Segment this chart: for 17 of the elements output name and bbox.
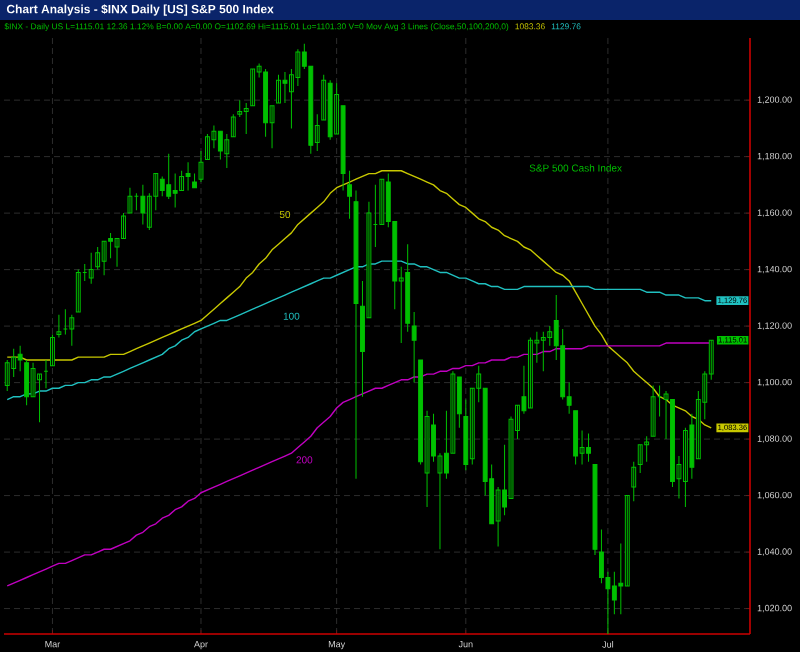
candlestick [224,133,230,169]
candlestick [101,240,107,276]
candlestick [650,385,656,437]
candlestick [185,161,191,192]
candlestick [276,74,281,104]
candlestick [217,130,223,161]
candlestick [166,153,172,200]
candlestick [75,269,81,313]
candlestick [69,314,75,347]
candlestick [586,433,591,463]
candlestick [56,314,62,338]
candlestick [327,79,333,141]
candlestick [527,337,533,409]
candlestick [540,331,546,372]
candlestick [88,252,94,285]
candlestick [637,444,643,474]
candlestick [140,184,146,226]
